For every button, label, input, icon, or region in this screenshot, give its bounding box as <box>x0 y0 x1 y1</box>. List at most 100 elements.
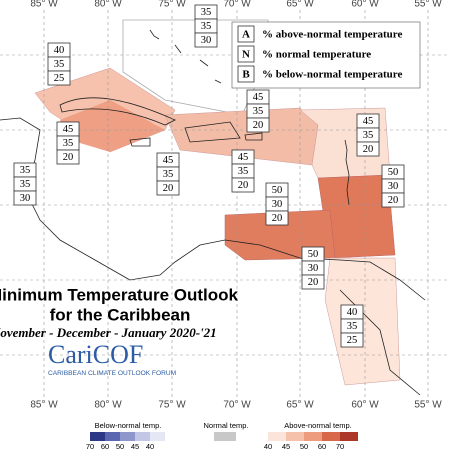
probability-value: 35 <box>163 169 174 180</box>
probability-value: 20 <box>388 195 399 206</box>
probability-value: 50 <box>272 185 283 196</box>
coast-hispaniola <box>184 121 241 143</box>
probability-value: 45 <box>238 152 249 163</box>
colorbar-tick: 45 <box>282 442 290 450</box>
colorbar: Below-normal temp. 70 60 50 45 40 Normal temp.… <box>86 421 358 450</box>
colorbar-swatch <box>214 432 236 441</box>
longitude-label: 75° W <box>158 400 186 411</box>
colorbar-tick: 40 <box>264 442 272 450</box>
probability-value: 35 <box>54 59 65 70</box>
colorbar-swatch <box>90 432 105 441</box>
probability-value: 45 <box>63 124 74 135</box>
legend-frame <box>231 21 421 89</box>
colorbar-tick: 45 <box>131 442 139 450</box>
longitude-label: 55° W <box>414 400 442 411</box>
longitude-label: 55° W <box>414 0 442 10</box>
probability-value: 20 <box>238 180 249 191</box>
probability-value: 50 <box>308 249 319 260</box>
probability-value: 25 <box>54 73 65 84</box>
coast-islands <box>149 29 350 206</box>
probability-value: 35 <box>201 7 212 18</box>
probability-value: 50 <box>388 167 399 178</box>
coast-cuba <box>59 97 176 126</box>
probability-value: 35 <box>201 21 212 32</box>
probability-value: 20 <box>308 277 319 288</box>
probability-value: 20 <box>363 144 374 155</box>
longitude-label: 60° W <box>351 400 379 411</box>
longitude-label: 60° W <box>351 0 379 10</box>
probability-cell <box>340 332 364 348</box>
longitude-label: 70° W <box>223 0 251 10</box>
coast-jamaica <box>129 137 151 147</box>
colorbar-swatch <box>120 432 135 441</box>
probability-cell <box>47 70 71 86</box>
colorbar-swatch <box>304 432 322 441</box>
region-labels: 40 35 25 35 35 30 45 35 20 45 35 20 45 35 20 35 35 30 45 35… <box>13 4 405 348</box>
longitude-label: 65° W <box>286 400 314 411</box>
longitude-label: 85° W <box>30 0 58 10</box>
title-line-1: Minimum Temperature Outlook <box>0 285 239 304</box>
probability-value: 20 <box>272 213 283 224</box>
probability-value: 30 <box>272 199 283 210</box>
probability-cell <box>56 149 80 165</box>
colorbar-tick: 50 <box>300 442 308 450</box>
colorbar-swatch <box>322 432 340 441</box>
probability-value: 45 <box>253 92 264 103</box>
probability-value: 20 <box>253 120 264 131</box>
longitude-label: 75° W <box>158 0 186 10</box>
colorbar-label: Above-normal temp. <box>284 421 352 430</box>
legend: A % above-normal temperature N % normal tem… <box>231 21 421 89</box>
probability-value: 30 <box>20 193 31 204</box>
colorbar-tick: 60 <box>101 442 109 450</box>
legend-key: A <box>242 29 250 41</box>
colorbar-label: Normal temp. <box>203 421 248 430</box>
probability-cell <box>231 177 255 193</box>
colorbar-tick: 60 <box>318 442 326 450</box>
probability-value: 30 <box>308 263 319 274</box>
probability-cell <box>301 274 325 290</box>
probability-cell <box>381 192 405 208</box>
legend-key-box <box>237 65 255 83</box>
legend-key-box <box>237 45 255 63</box>
probability-value: 35 <box>347 321 358 332</box>
colorbar-label: Below-normal temp. <box>95 421 162 430</box>
probability-cell <box>156 180 180 196</box>
colorbar-tick: 50 <box>116 442 124 450</box>
coast-mainland <box>0 117 426 301</box>
probability-value: 30 <box>388 181 399 192</box>
probability-value: 45 <box>163 155 174 166</box>
logo-name: CariCOF <box>48 340 143 369</box>
legend-text: % above-normal temperature <box>262 29 402 41</box>
colorbar-swatch <box>286 432 304 441</box>
longitude-label: 80° W <box>94 0 122 10</box>
probability-value: 35 <box>238 166 249 177</box>
colorbar-swatch <box>135 432 150 441</box>
probability-value: 45 <box>363 116 374 127</box>
colorbar-swatch <box>150 432 165 441</box>
probability-value: 20 <box>163 183 174 194</box>
probability-value: 35 <box>63 138 74 149</box>
probability-value: 35 <box>363 130 374 141</box>
probability-value: 20 <box>63 152 74 163</box>
probability-cell <box>194 32 218 48</box>
probability-cell <box>356 141 380 157</box>
logo-tagline: CARIBBEAN CLIMATE OUTLOOK FORUM <box>48 370 176 377</box>
probability-cell <box>13 190 37 206</box>
probability-value: 35 <box>20 165 31 176</box>
longitude-label: 80° W <box>94 400 122 411</box>
graticule: 85° W 80° W 75° W 70° W 65° W 60° W 55° W 85° W… <box>0 0 450 411</box>
title-line-2: for the Caribbean <box>50 305 191 324</box>
longitude-label: 65° W <box>286 0 314 10</box>
probability-value: 40 <box>347 307 358 318</box>
probability-cell <box>265 210 289 226</box>
legend-text: % below-normal temperature <box>262 69 402 81</box>
colorbar-swatch <box>105 432 120 441</box>
probability-value: 25 <box>347 335 358 346</box>
title-line-3: November - December - January 2020-'21 <box>0 325 217 340</box>
colorbar-swatch <box>340 432 358 441</box>
longitude-label: 85° W <box>30 400 58 411</box>
probability-value: 35 <box>253 106 264 117</box>
colorbar-tick: 70 <box>336 442 344 450</box>
